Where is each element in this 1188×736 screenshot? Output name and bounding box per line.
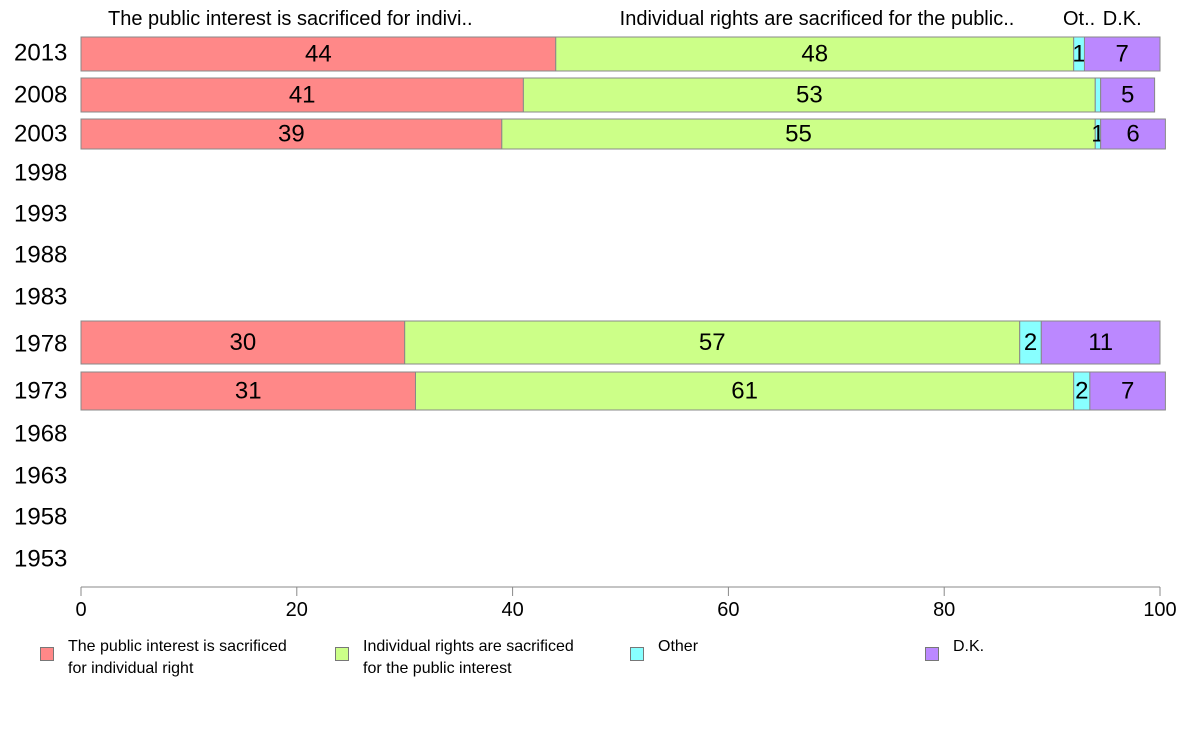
legend-label: Other (658, 638, 699, 655)
series-header-label: The public interest is sacrificed for in… (108, 8, 473, 30)
stacked-bar-chart: The public interest is sacrificed for in… (14, 8, 1177, 621)
data-label: 6 (1126, 120, 1139, 147)
bar-segment (522, 77, 1096, 113)
legend-item-public-interest: The public interest is sacrificed for in… (40, 636, 287, 680)
series-header-label: Ot.. (1063, 8, 1095, 30)
year-label: 2003 (14, 120, 67, 147)
x-tick-label: 0 (75, 599, 86, 621)
legend-label: Individual rights are sacrificed for the… (363, 638, 574, 677)
bar-segment (80, 36, 557, 72)
legend-swatch (40, 647, 54, 661)
data-label: 7 (1116, 40, 1129, 67)
bar-segment (80, 320, 406, 365)
data-label: 2 (1075, 377, 1088, 404)
legend-swatch (925, 647, 939, 661)
bar-segment (1094, 77, 1102, 113)
bar-segment (80, 371, 416, 411)
legend-item-dk: D.K. (925, 636, 984, 661)
data-label: 57 (699, 329, 726, 356)
x-tick-label: 40 (501, 599, 523, 621)
bar-segment (1100, 77, 1156, 113)
year-label: 1958 (14, 503, 67, 530)
legend-swatch (630, 647, 644, 661)
bar-segment (1089, 371, 1166, 411)
year-label: 1983 (14, 283, 67, 310)
year-label: 1953 (14, 545, 67, 572)
data-label: 44 (305, 40, 332, 67)
data-label: 5 (1121, 81, 1134, 108)
data-label: 55 (785, 120, 812, 147)
data-label: 31 (235, 377, 262, 404)
x-tick-label: 20 (286, 599, 308, 621)
data-label: 39 (278, 120, 305, 147)
data-label: 1 (1072, 40, 1085, 67)
bar-segment (1040, 320, 1161, 365)
data-label: 11 (1088, 329, 1113, 356)
legend-label: D.K. (953, 638, 985, 655)
bar-segment (501, 118, 1096, 150)
bar-segment (404, 320, 1021, 365)
x-tick-label: 100 (1143, 599, 1176, 621)
legend-item-other: Other (630, 636, 698, 661)
bar-segment (1083, 36, 1161, 72)
data-label: 53 (796, 81, 823, 108)
data-label: 30 (229, 329, 256, 356)
year-label: 1988 (14, 241, 67, 268)
x-tick-label: 80 (933, 599, 955, 621)
year-label: 1963 (14, 462, 67, 489)
series-header-label: Individual rights are sacrificed for the… (620, 8, 1015, 30)
bar-segment (555, 36, 1075, 72)
legend-swatch (335, 647, 349, 661)
data-label: 7 (1121, 377, 1134, 404)
data-label: 48 (801, 40, 828, 67)
legend-item-individual-rights: Individual rights are sacrificed for the… (335, 636, 574, 680)
year-label: 1973 (14, 377, 67, 404)
year-label: 1978 (14, 330, 67, 357)
year-label: 1968 (14, 420, 67, 447)
bar-segment (1100, 118, 1166, 150)
legend-label: The public interest is sacrificed for in… (68, 638, 287, 677)
bar-segment (80, 118, 503, 150)
year-label: 1993 (14, 200, 67, 227)
series-header-label: D.K. (1103, 8, 1142, 30)
data-label: 61 (731, 377, 758, 404)
x-tick-label: 60 (717, 599, 739, 621)
data-label: 2 (1024, 329, 1037, 356)
year-label: 2008 (14, 81, 67, 108)
year-label: 2013 (14, 39, 67, 66)
year-label: 1998 (14, 159, 67, 186)
legend: The public interest is sacrificed for in… (0, 636, 1188, 696)
data-label: 41 (289, 81, 316, 108)
bar-segment (414, 371, 1075, 411)
